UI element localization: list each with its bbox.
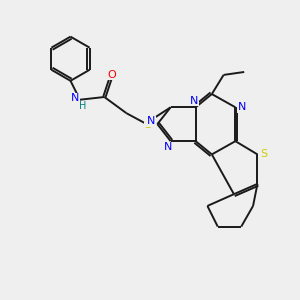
Text: N: N: [190, 96, 198, 106]
Text: N: N: [164, 142, 172, 152]
Text: S: S: [260, 149, 268, 159]
Text: N: N: [71, 94, 79, 103]
Text: N: N: [147, 116, 155, 126]
Text: N: N: [238, 102, 246, 112]
Text: O: O: [107, 70, 116, 80]
Text: S: S: [144, 120, 151, 130]
Text: H: H: [79, 101, 86, 111]
